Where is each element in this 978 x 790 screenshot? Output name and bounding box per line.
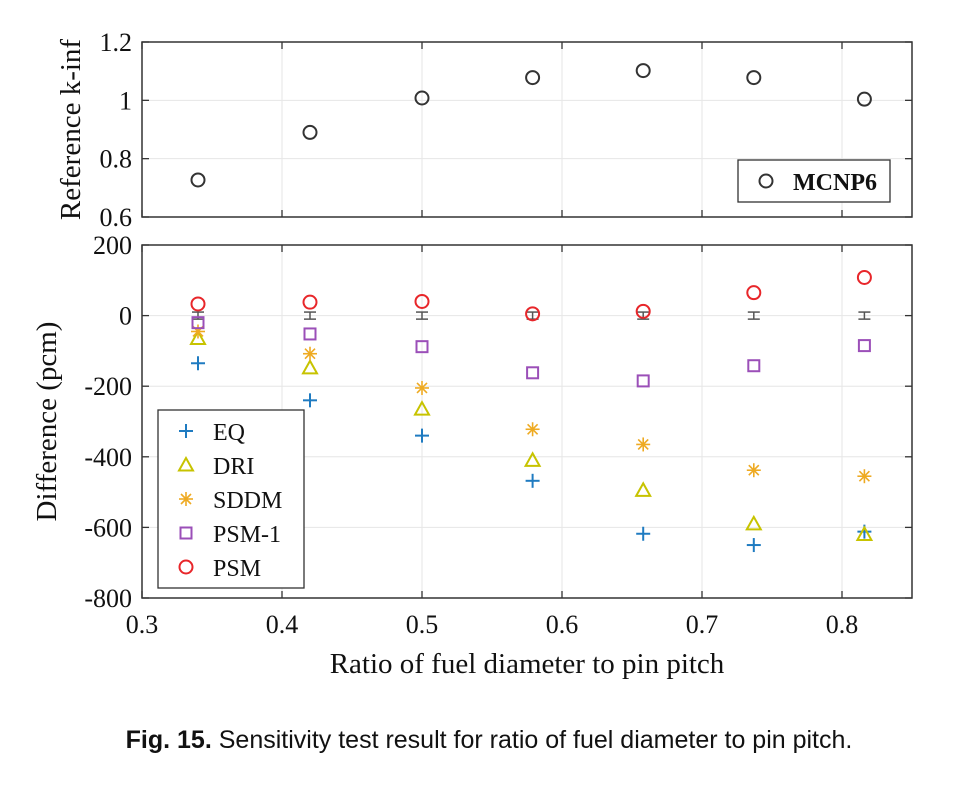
caption-label: Fig. 15. <box>125 726 212 754</box>
data-point <box>857 339 871 353</box>
legend: MCNP6 <box>737 159 891 203</box>
data-point <box>525 70 541 86</box>
legend: EQ DRI SDDM PSM-1 PSM <box>157 409 305 589</box>
y-tick-label: -400 <box>84 443 132 472</box>
data-point <box>190 296 206 312</box>
data-point <box>856 91 872 107</box>
legend-marker <box>178 559 194 575</box>
x-tick-label: 0.5 <box>406 610 439 639</box>
data-point <box>525 422 540 437</box>
data-point <box>415 380 429 395</box>
legend-box <box>737 159 891 203</box>
legend-label: EQ <box>213 420 245 446</box>
data-point <box>634 481 652 497</box>
data-point <box>746 538 761 553</box>
data-point <box>303 393 317 408</box>
data-point <box>414 90 430 106</box>
data-point <box>303 346 317 361</box>
data-point <box>636 374 650 388</box>
data-point <box>745 514 763 531</box>
data-point <box>302 124 318 140</box>
reference-errorbar <box>747 311 760 320</box>
x-axis-label: Ratio of fuel diameter to pin pitch <box>330 648 725 680</box>
legend-marker <box>758 173 774 189</box>
y-axis-label: Reference k-inf <box>55 39 87 220</box>
legend-marker <box>179 492 193 506</box>
data-point <box>191 316 205 330</box>
data-point <box>302 294 318 310</box>
data-point <box>415 340 429 354</box>
y-tick-label: 0.6 <box>100 203 133 232</box>
axes-frame <box>141 244 913 599</box>
y-tick-label: 1 <box>119 86 132 115</box>
data-point <box>413 400 431 416</box>
bottom-panel: -800 -600 -400 -200 0 200 0.3 0.4 0.5 0.6 0.7 0.8 Di… <box>31 231 913 680</box>
data-point <box>636 526 651 541</box>
axes-frame <box>141 41 913 218</box>
data-point <box>191 356 205 371</box>
y-tick-label: 0.8 <box>100 145 133 174</box>
data-point <box>635 303 651 319</box>
data-point <box>525 473 540 488</box>
figure-caption: Fig. 15. Sensitivity test result for rat… <box>0 726 978 755</box>
top-panel: 0.6 0.8 1 1.2 Reference k-inf MCNP6 <box>55 28 913 232</box>
caption-text: Sensitivity test result for ratio of fue… <box>218 726 853 754</box>
legend-marker <box>179 424 193 438</box>
data-point <box>301 358 319 375</box>
y-axis-label: Difference (pcm) <box>31 322 63 522</box>
reference-errorbar <box>416 311 428 320</box>
data-point <box>415 428 429 443</box>
reference-errorbar <box>304 311 316 320</box>
data-point <box>856 269 872 285</box>
y-tick-label: -800 <box>84 584 132 613</box>
x-tick-label: 0.6 <box>546 610 579 639</box>
legend-marker <box>179 526 193 540</box>
legend-label: DRI <box>213 454 254 480</box>
y-tick-label: -600 <box>84 513 132 542</box>
data-point <box>523 451 542 467</box>
data-point <box>857 469 872 484</box>
data-point <box>746 285 762 301</box>
data-point <box>636 437 651 452</box>
data-point <box>190 172 206 188</box>
x-tick-label: 0.3 <box>126 610 159 639</box>
data-point <box>303 327 317 341</box>
data-point <box>414 293 430 309</box>
legend-label: SDDM <box>213 488 282 514</box>
legend-marker <box>177 455 195 472</box>
legend-label: PSM <box>213 556 261 582</box>
data-point <box>635 63 651 79</box>
data-point <box>746 463 761 478</box>
data-point <box>747 359 761 373</box>
x-tick-label: 0.4 <box>266 610 299 639</box>
data-point <box>525 306 541 322</box>
x-tick-label: 0.7 <box>686 610 719 639</box>
data-point <box>189 329 207 346</box>
x-tick-label: 0.8 <box>826 610 859 639</box>
data-point <box>526 366 540 380</box>
y-tick-label: -200 <box>84 372 132 401</box>
y-tick-label: 0 <box>119 302 132 331</box>
data-point <box>746 70 762 86</box>
y-tick-label: 200 <box>93 231 132 260</box>
legend-label: MCNP6 <box>793 170 877 196</box>
reference-errorbar <box>858 311 871 320</box>
y-tick-label: 1.2 <box>100 28 133 57</box>
data-point <box>855 525 874 541</box>
legend-label: PSM-1 <box>213 522 281 548</box>
